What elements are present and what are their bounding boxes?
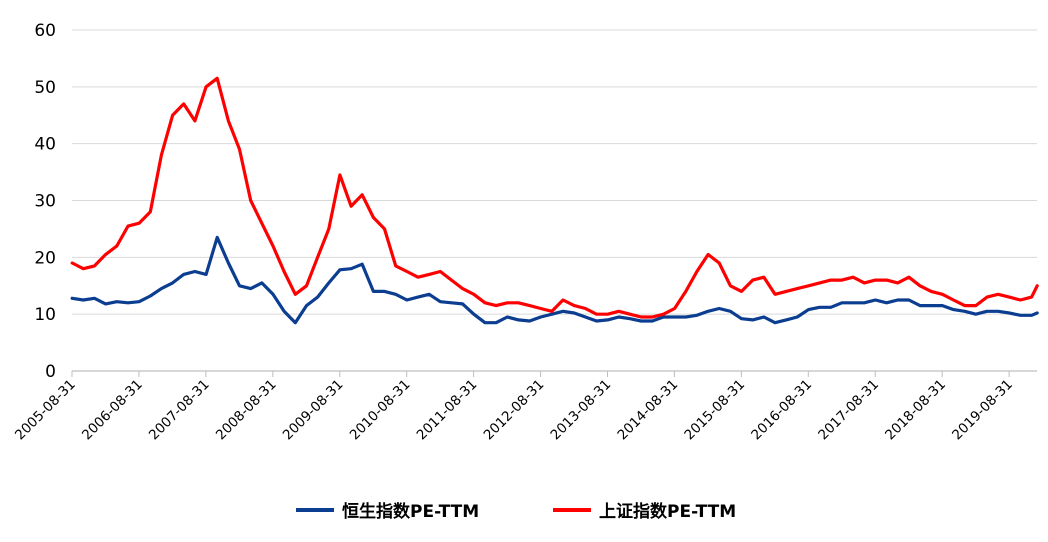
x-tick-label: 2017-08-31 xyxy=(815,377,882,444)
x-tick-label: 2011-08-31 xyxy=(414,377,481,444)
y-tick-label: 10 xyxy=(34,305,56,325)
x-tick-label: 2018-08-31 xyxy=(882,377,949,444)
x-tick-label: 2005-08-31 xyxy=(12,377,79,444)
x-tick-label: 2012-08-31 xyxy=(481,377,548,444)
x-axis: 2005-08-31 2006-08-31 2007-08-31 2008-08-31… xyxy=(12,370,1037,444)
y-tick-label: 60 xyxy=(34,21,56,41)
series-line-0 xyxy=(70,235,1039,325)
x-tick-label: 2010-08-31 xyxy=(347,377,414,444)
x-tick-label: 2009-08-31 xyxy=(280,377,347,444)
x-tick-label: 2019-08-31 xyxy=(949,377,1016,444)
y-axis: 0 10 20 30 40 50 60 xyxy=(34,21,56,382)
legend-label-0: 恒生指数PE-TTM xyxy=(342,501,479,522)
y-tick-label: 50 xyxy=(34,78,56,98)
y-tick-label: 20 xyxy=(34,248,56,268)
x-tick-label: 2006-08-31 xyxy=(79,377,146,444)
legend: 恒生指数PE-TTM 上证指数PE-TTM xyxy=(296,501,736,522)
gridlines xyxy=(72,29,1037,315)
x-tick-label: 2014-08-31 xyxy=(614,377,681,444)
x-tick-label: 2013-08-31 xyxy=(548,377,615,444)
x-tick-label: 2016-08-31 xyxy=(748,377,815,444)
y-tick-label: 0 xyxy=(45,362,56,382)
series-line-1 xyxy=(70,76,1039,319)
legend-label-1: 上证指数PE-TTM xyxy=(599,501,736,522)
series-lines xyxy=(70,76,1039,325)
x-tick-label: 2008-08-31 xyxy=(213,377,280,444)
y-tick-label: 40 xyxy=(34,135,56,155)
x-tick-label: 2007-08-31 xyxy=(146,377,213,444)
y-tick-label: 30 xyxy=(34,192,56,212)
x-tick-label: 2015-08-31 xyxy=(681,377,748,444)
